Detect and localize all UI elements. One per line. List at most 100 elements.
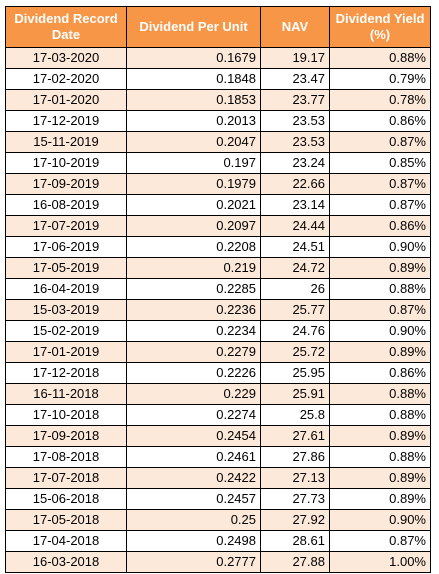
table-row: 17-10-2019 0.197 23.24 0.85% [5, 152, 431, 174]
cell-dividend-per-unit: 0.2285 [126, 278, 261, 300]
cell-dividend-per-unit: 0.2097 [126, 215, 261, 237]
table-row: 16-03-2018 0.2777 27.88 1.00% [5, 551, 431, 573]
cell-dividend-per-unit: 0.2279 [126, 341, 261, 363]
cell-record-date: 15-06-2018 [5, 488, 127, 510]
cell-nav: 25.77 [260, 299, 330, 321]
cell-dividend-yield: 0.87% [329, 299, 431, 321]
cell-nav: 22.66 [260, 173, 330, 195]
cell-dividend-yield: 0.88% [329, 47, 431, 69]
cell-dividend-per-unit: 0.229 [126, 383, 261, 405]
cell-dividend-per-unit: 0.2047 [126, 131, 261, 153]
table-row: 17-02-2020 0.1848 23.47 0.79% [5, 68, 431, 90]
cell-record-date: 17-12-2019 [5, 110, 127, 132]
cell-nav: 23.53 [260, 110, 330, 132]
cell-nav: 19.17 [260, 47, 330, 69]
cell-dividend-per-unit: 0.2226 [126, 362, 261, 384]
cell-record-date: 16-08-2019 [5, 194, 127, 216]
table-row: 15-06-2018 0.2457 27.73 0.89% [5, 488, 431, 510]
header-nav: NAV [260, 6, 330, 48]
cell-record-date: 17-12-2018 [5, 362, 127, 384]
table-row: 17-03-2020 0.1679 19.17 0.88% [5, 47, 431, 69]
cell-nav: 25.91 [260, 383, 330, 405]
cell-dividend-per-unit: 0.219 [126, 257, 261, 279]
cell-dividend-per-unit: 0.2498 [126, 530, 261, 552]
cell-dividend-per-unit: 0.2234 [126, 320, 261, 342]
table-row: 17-07-2018 0.2422 27.13 0.89% [5, 467, 431, 489]
table-row: 17-09-2018 0.2454 27.61 0.89% [5, 425, 431, 447]
cell-nav: 24.72 [260, 257, 330, 279]
table-body: 17-03-2020 0.1679 19.17 0.88% 17-02-2020 0.18… [5, 47, 431, 573]
cell-nav: 27.88 [260, 551, 330, 573]
cell-record-date: 15-03-2019 [5, 299, 127, 321]
cell-dividend-per-unit: 0.2422 [126, 467, 261, 489]
cell-nav: 23.53 [260, 131, 330, 153]
cell-nav: 23.14 [260, 194, 330, 216]
cell-record-date: 17-08-2018 [5, 446, 127, 468]
cell-record-date: 17-06-2019 [5, 236, 127, 258]
cell-nav: 27.73 [260, 488, 330, 510]
dividend-history-table: Dividend Record Date Dividend Per Unit N… [5, 6, 431, 573]
table-row: 17-12-2019 0.2013 23.53 0.86% [5, 110, 431, 132]
cell-record-date: 17-05-2019 [5, 257, 127, 279]
table-row: 17-07-2019 0.2097 24.44 0.86% [5, 215, 431, 237]
table-row: 15-03-2019 0.2236 25.77 0.87% [5, 299, 431, 321]
table-row: 17-09-2019 0.1979 22.66 0.87% [5, 173, 431, 195]
cell-dividend-yield: 0.85% [329, 152, 431, 174]
cell-dividend-yield: 0.78% [329, 89, 431, 111]
cell-dividend-per-unit: 0.2013 [126, 110, 261, 132]
cell-dividend-yield: 0.89% [329, 467, 431, 489]
cell-dividend-per-unit: 0.197 [126, 152, 261, 174]
cell-dividend-per-unit: 0.1679 [126, 47, 261, 69]
cell-record-date: 16-11-2018 [5, 383, 127, 405]
table-row: 16-11-2018 0.229 25.91 0.88% [5, 383, 431, 405]
cell-record-date: 17-04-2018 [5, 530, 127, 552]
cell-nav: 25.95 [260, 362, 330, 384]
cell-dividend-per-unit: 0.1848 [126, 68, 261, 90]
table-row: 17-05-2018 0.25 27.92 0.90% [5, 509, 431, 531]
cell-record-date: 17-10-2019 [5, 152, 127, 174]
cell-dividend-per-unit: 0.2457 [126, 488, 261, 510]
cell-dividend-yield: 0.87% [329, 173, 431, 195]
table-row: 16-08-2019 0.2021 23.14 0.87% [5, 194, 431, 216]
cell-nav: 28.61 [260, 530, 330, 552]
cell-nav: 23.24 [260, 152, 330, 174]
cell-dividend-yield: 0.90% [329, 320, 431, 342]
dividend-table-container: Dividend Record Date Dividend Per Unit N… [5, 6, 431, 573]
cell-dividend-per-unit: 0.2777 [126, 551, 261, 573]
table-row: 17-10-2018 0.2274 25.8 0.88% [5, 404, 431, 426]
table-row: 17-12-2018 0.2226 25.95 0.86% [5, 362, 431, 384]
cell-nav: 24.44 [260, 215, 330, 237]
table-row: 15-02-2019 0.2234 24.76 0.90% [5, 320, 431, 342]
header-dividend-per-unit: Dividend Per Unit [126, 6, 261, 48]
cell-nav: 25.72 [260, 341, 330, 363]
cell-dividend-yield: 0.89% [329, 488, 431, 510]
cell-dividend-yield: 0.87% [329, 530, 431, 552]
cell-record-date: 15-11-2019 [5, 131, 127, 153]
cell-dividend-yield: 0.90% [329, 509, 431, 531]
cell-nav: 26 [260, 278, 330, 300]
table-row: 17-05-2019 0.219 24.72 0.89% [5, 257, 431, 279]
cell-record-date: 17-10-2018 [5, 404, 127, 426]
table-row: 17-06-2019 0.2208 24.51 0.90% [5, 236, 431, 258]
cell-dividend-yield: 0.88% [329, 446, 431, 468]
table-row: 17-08-2018 0.2461 27.86 0.88% [5, 446, 431, 468]
cell-record-date: 17-09-2018 [5, 425, 127, 447]
cell-dividend-per-unit: 0.25 [126, 509, 261, 531]
cell-nav: 27.61 [260, 425, 330, 447]
cell-dividend-yield: 0.88% [329, 404, 431, 426]
table-row: 15-11-2019 0.2047 23.53 0.87% [5, 131, 431, 153]
cell-nav: 27.92 [260, 509, 330, 531]
cell-record-date: 17-02-2020 [5, 68, 127, 90]
cell-record-date: 16-03-2018 [5, 551, 127, 573]
header-dividend-yield: Dividend Yield (%) [329, 6, 431, 48]
cell-dividend-per-unit: 0.2461 [126, 446, 261, 468]
cell-dividend-per-unit: 0.2021 [126, 194, 261, 216]
table-row: 17-01-2020 0.1853 23.77 0.78% [5, 89, 431, 111]
cell-dividend-per-unit: 0.2454 [126, 425, 261, 447]
cell-dividend-per-unit: 0.2236 [126, 299, 261, 321]
cell-nav: 24.76 [260, 320, 330, 342]
table-header-row: Dividend Record Date Dividend Per Unit N… [5, 6, 431, 48]
cell-record-date: 17-05-2018 [5, 509, 127, 531]
table-row: 16-04-2019 0.2285 26 0.88% [5, 278, 431, 300]
cell-dividend-yield: 1.00% [329, 551, 431, 573]
